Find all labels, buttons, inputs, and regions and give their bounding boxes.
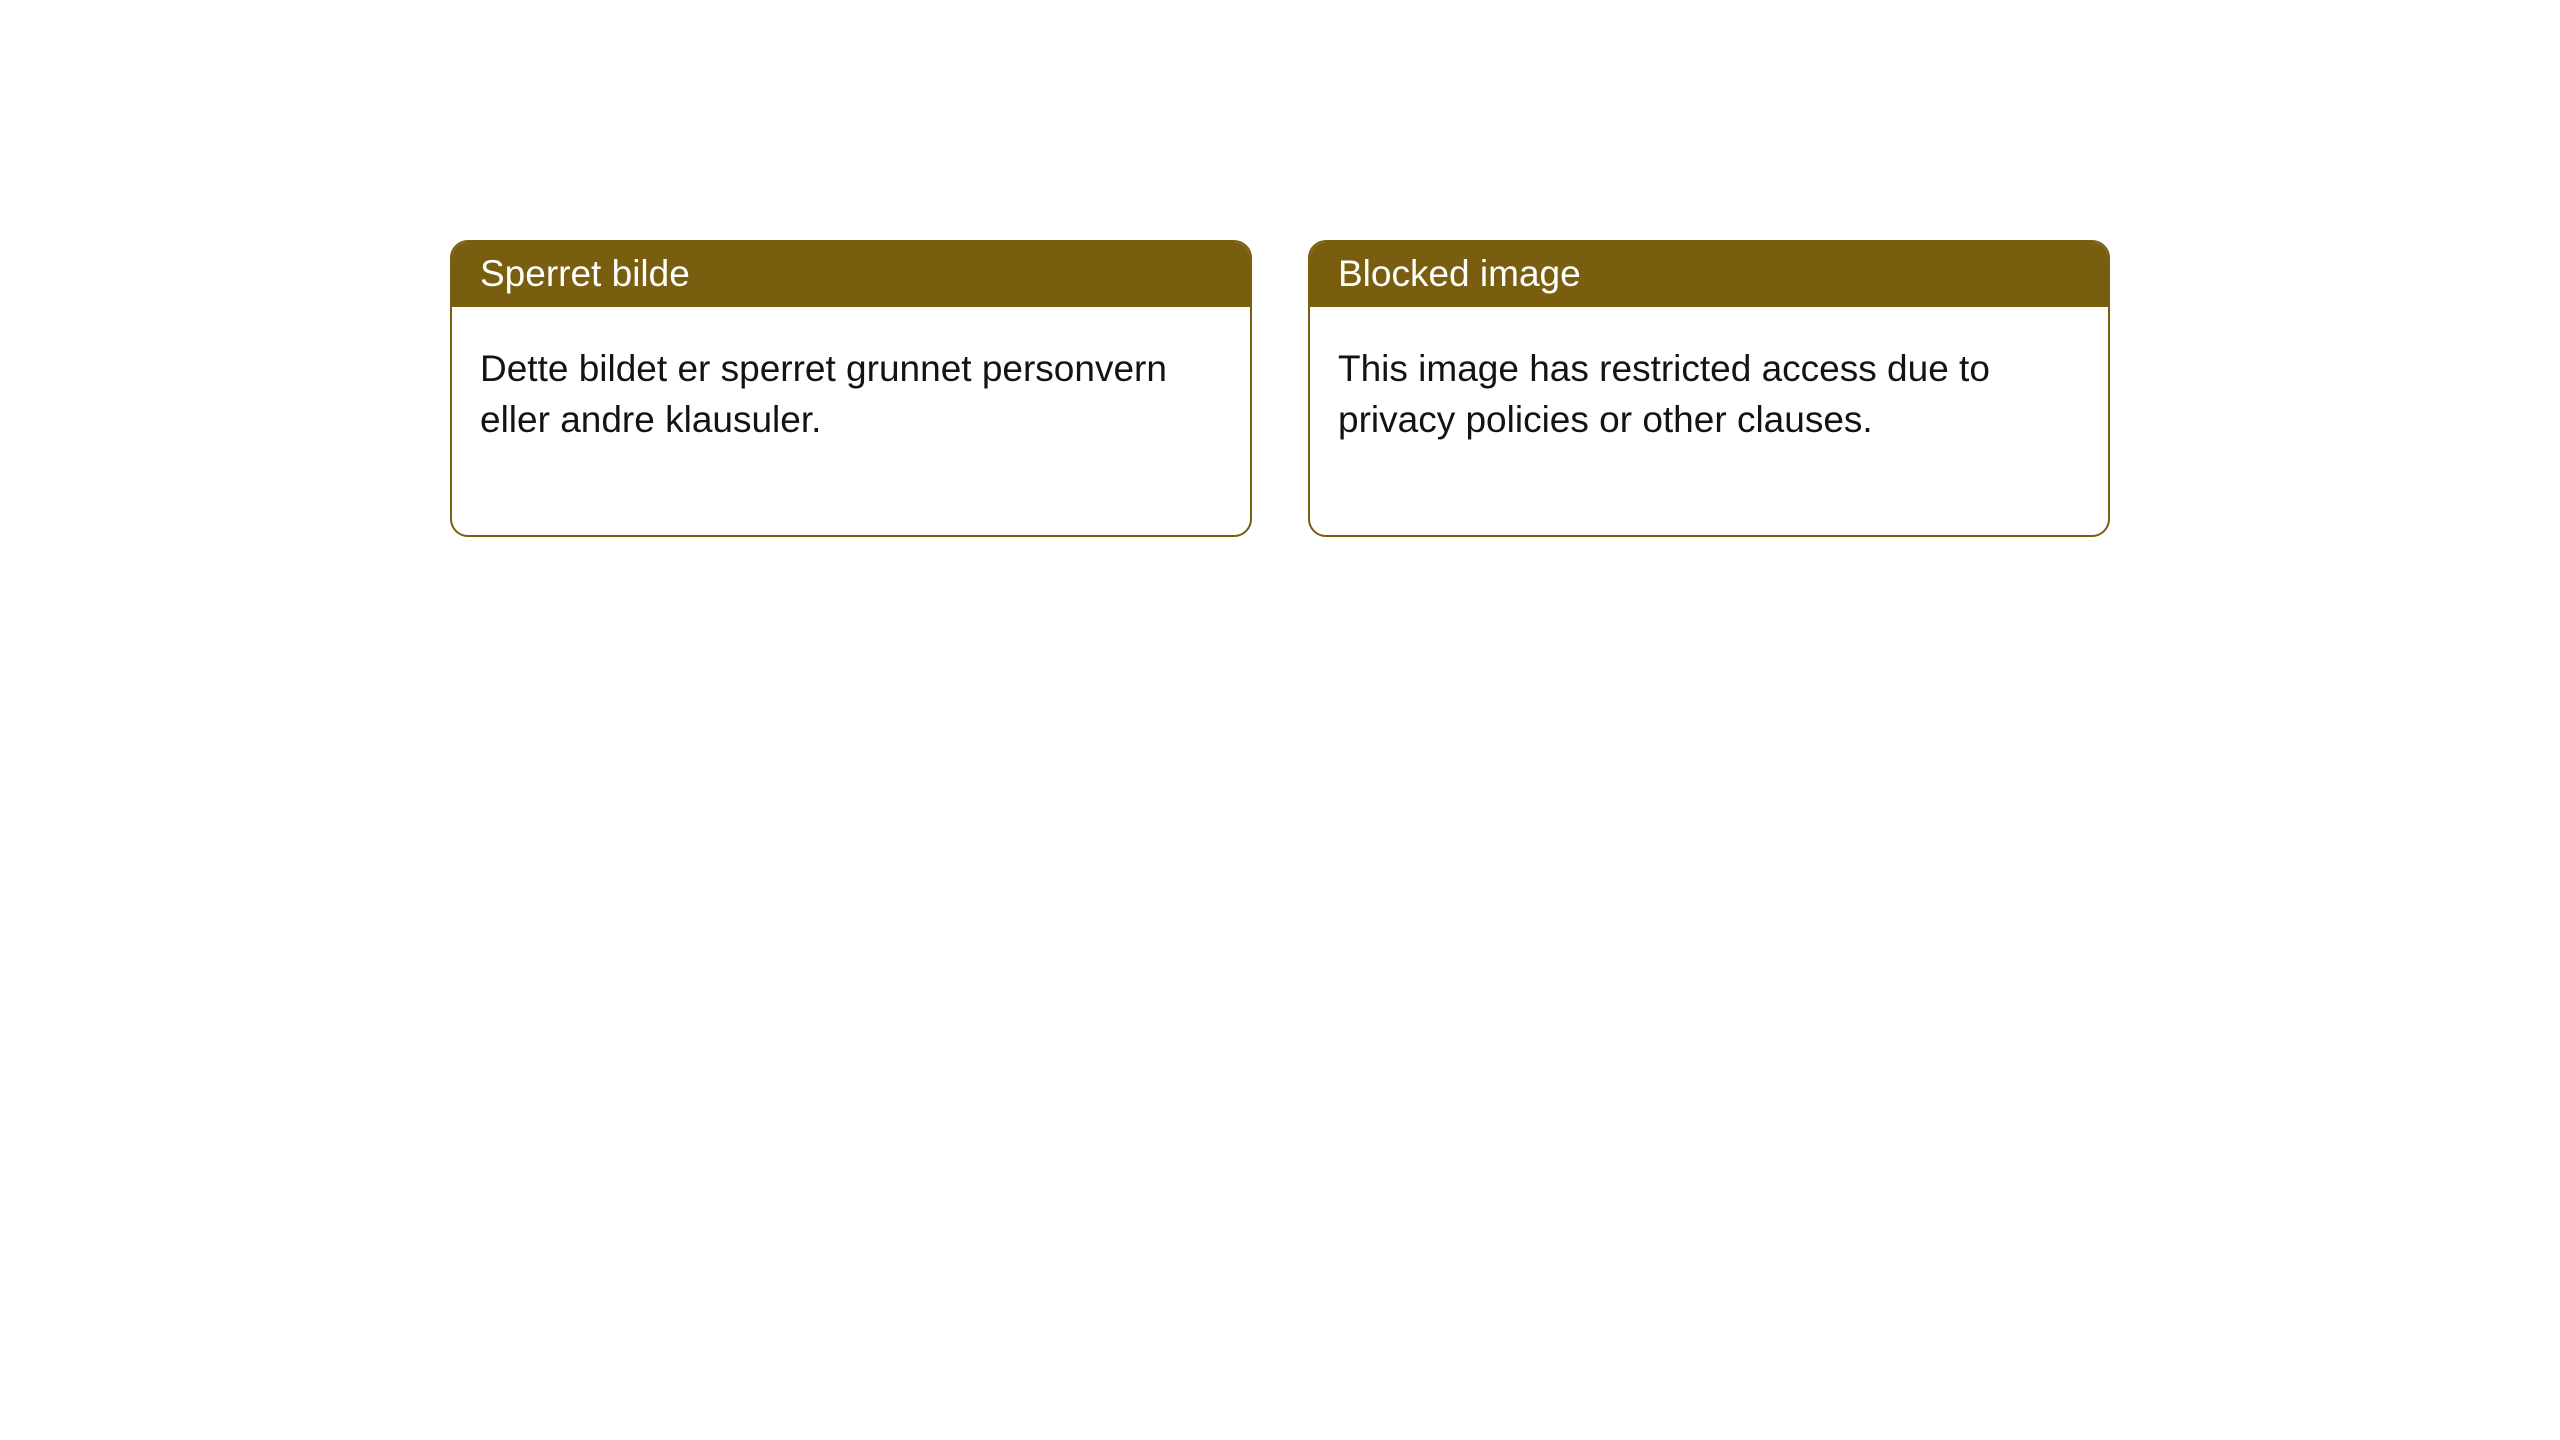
notice-cards-container: Sperret bilde Dette bildet er sperret gr… [0, 0, 2560, 537]
notice-card-english: Blocked image This image has restricted … [1308, 240, 2110, 537]
card-body-text: This image has restricted access due to … [1338, 348, 1990, 440]
notice-card-norwegian: Sperret bilde Dette bildet er sperret gr… [450, 240, 1252, 537]
card-body: Dette bildet er sperret grunnet personve… [452, 307, 1250, 535]
card-title: Sperret bilde [480, 253, 690, 294]
card-title: Blocked image [1338, 253, 1581, 294]
card-body-text: Dette bildet er sperret grunnet personve… [480, 348, 1167, 440]
card-body: This image has restricted access due to … [1310, 307, 2108, 535]
card-header: Blocked image [1310, 242, 2108, 307]
card-header: Sperret bilde [452, 242, 1250, 307]
